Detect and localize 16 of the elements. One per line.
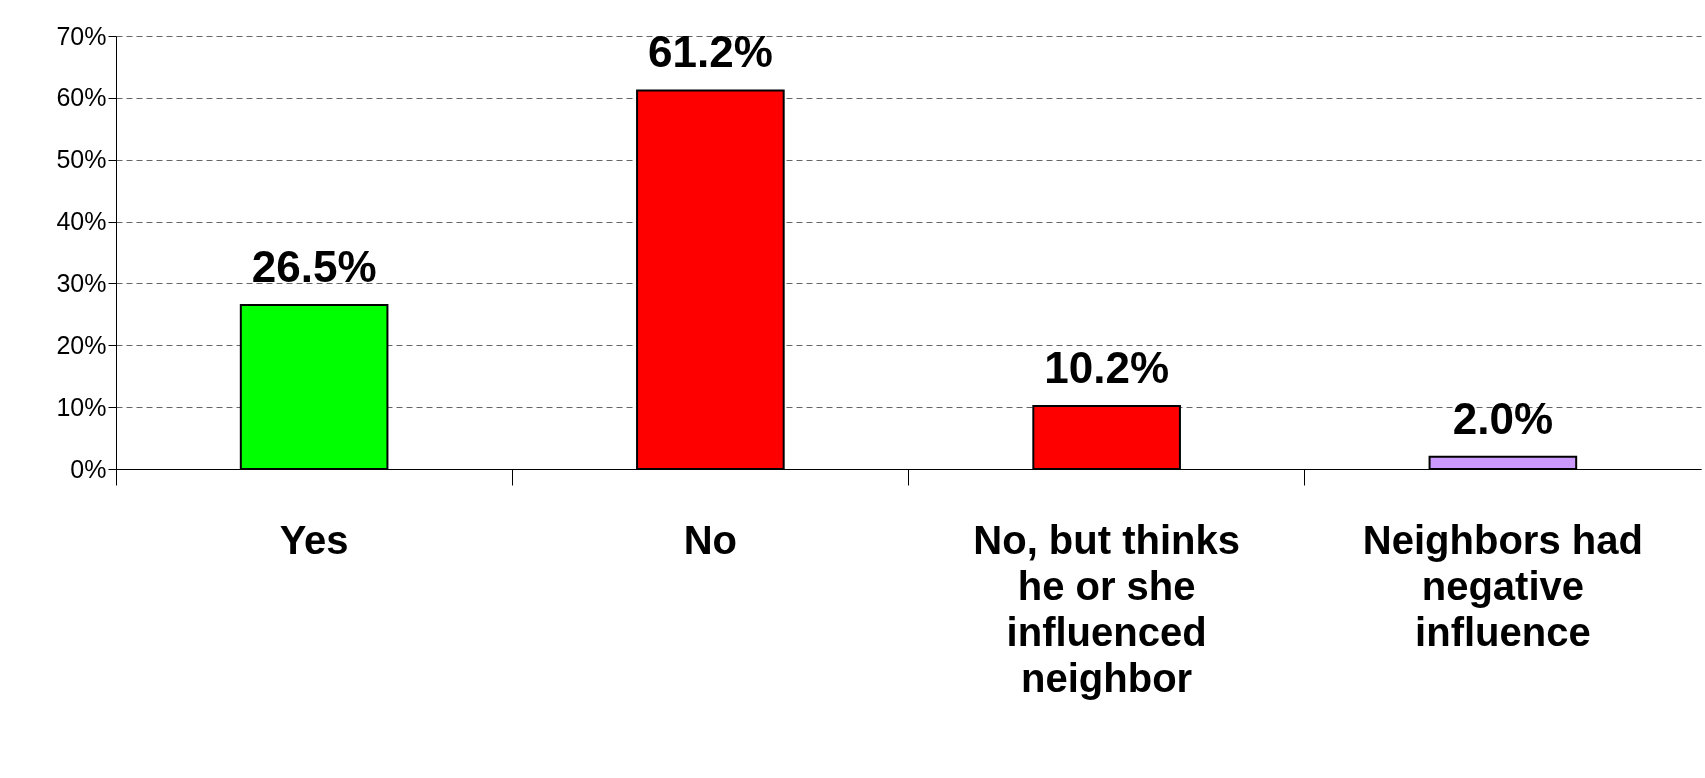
- data-label: 2.0%: [1452, 393, 1554, 443]
- x-tick-label: Yes: [279, 517, 349, 562]
- y-tick-label: 30%: [56, 268, 107, 297]
- x-tick-label: No: [683, 517, 738, 562]
- data-label: 10.2%: [1044, 342, 1170, 392]
- y-tick-label: 50%: [56, 145, 107, 174]
- data-label: 26.5%: [251, 242, 377, 292]
- x-tick-label: Neighbors had negative influence: [1362, 517, 1643, 654]
- data-label: 61.2%: [647, 27, 773, 77]
- y-tick-label: 0%: [70, 454, 107, 483]
- y-tick-label: 20%: [56, 330, 107, 359]
- x-tick-label: No, but thinks he or she influenced neighbor: [973, 517, 1240, 700]
- y-tick-label: 70%: [56, 21, 107, 50]
- y-tick-label: 60%: [56, 83, 107, 112]
- y-tick-label: 40%: [56, 207, 107, 236]
- y-tick-label: 10%: [56, 392, 107, 421]
